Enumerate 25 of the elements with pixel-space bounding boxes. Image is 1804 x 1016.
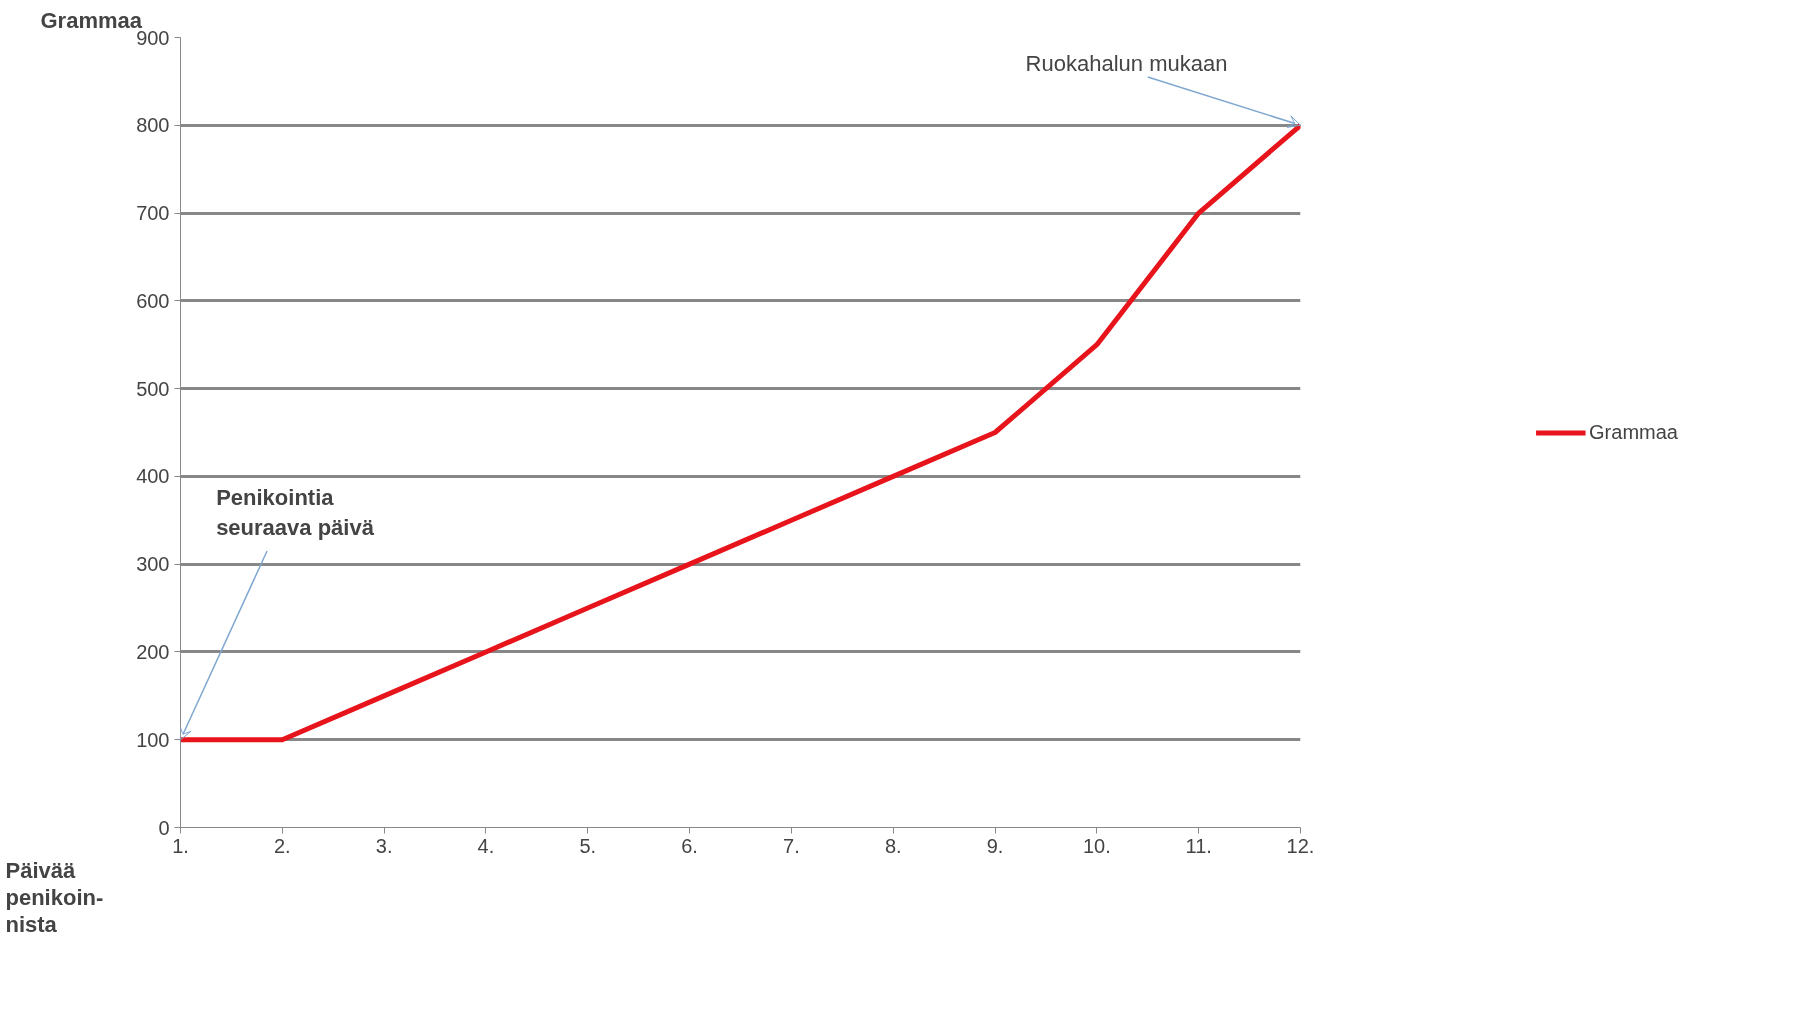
y-tick-label: 800 (136, 114, 170, 137)
y-tick-label: 400 (136, 465, 170, 488)
y-tick-label: 200 (136, 640, 170, 663)
x-tick-label: 12. (1286, 834, 1315, 857)
y-tick-label: 100 (136, 728, 170, 751)
x-tick-label: 5. (579, 834, 597, 857)
y-tick-label: 700 (136, 202, 170, 225)
x-tick-label: 3. (375, 834, 393, 857)
x-tick-label: 4. (477, 834, 495, 857)
x-tick-label: 2. (273, 834, 291, 857)
x-tick-label: 7. (783, 834, 800, 857)
y-tick-label: 0 (158, 816, 170, 839)
x-tick-label: 9. (986, 834, 1004, 857)
y-tick-label: 300 (136, 553, 170, 576)
y-tick-label: 500 (136, 377, 170, 400)
x-axis-title: Päivää penikoin- nista (5, 857, 104, 937)
x-tick-label: 1. (172, 834, 189, 857)
x-tick-label: 8. (884, 834, 902, 857)
legend-label: Grammaa (1589, 420, 1678, 444)
annotation: Ruokahalun mukaan (1025, 50, 1228, 76)
x-tick-label: 6. (681, 834, 698, 857)
annotation: Penikointia seuraava päivä (216, 485, 375, 541)
y-tick-label: 600 (136, 289, 170, 312)
x-tick-label: 11. (1185, 834, 1212, 857)
x-tick-label: 10. (1082, 834, 1111, 857)
